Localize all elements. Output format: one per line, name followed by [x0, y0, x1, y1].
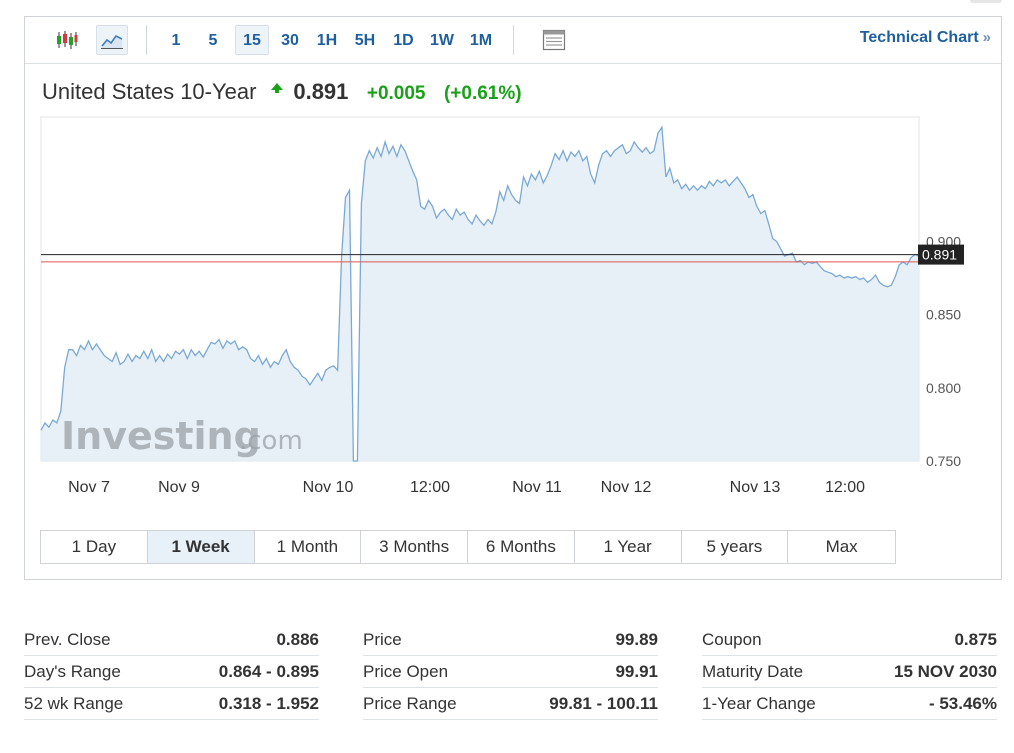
range-6-months[interactable]: 6 Months: [468, 531, 575, 563]
x-tick-label: 12:00: [825, 479, 865, 496]
last-value-label: 0.891: [922, 247, 957, 263]
toolbar-divider: [513, 25, 514, 55]
stat-label: Price Range: [363, 694, 457, 713]
area-chart-icon[interactable]: [96, 25, 128, 55]
x-tick-label: Nov 11: [512, 479, 562, 496]
watermark: Investing: [61, 414, 261, 458]
top-corner-tab: [970, 0, 1002, 3]
toolbar-divider: [146, 25, 147, 55]
x-tick-label: 12:00: [410, 479, 450, 496]
series-line: [40, 125, 920, 462]
stat-row: Price Range 99.81 - 100.11: [363, 688, 658, 720]
last-value-box: [918, 244, 964, 265]
instrument-name: United States 10-Year: [42, 79, 257, 104]
stat-value: 0.886: [276, 630, 319, 649]
stat-value: 99.89: [615, 630, 658, 649]
stat-row: Day's Range 0.864 - 0.895: [24, 656, 319, 688]
interval-1[interactable]: 1: [171, 32, 181, 49]
x-tick-label: Nov 10: [303, 479, 354, 496]
stat-row: Price Open 99.91: [363, 656, 658, 688]
range-1-day[interactable]: 1 Day: [41, 531, 148, 563]
instrument-header: United States 10-Year 0.891 +0.005 (+0.6…: [42, 79, 522, 105]
last-price: 0.891: [293, 79, 349, 104]
y-tick-label: 0.800: [926, 380, 961, 396]
stat-row: Price 99.89: [363, 624, 658, 656]
range-1-year[interactable]: 1 Year: [574, 531, 682, 563]
x-tick-label: Nov 13: [730, 479, 781, 496]
interval-5h[interactable]: 5H: [354, 32, 376, 49]
stat-label: 52 wk Range: [24, 694, 124, 713]
x-tick-label: Nov 7: [68, 479, 110, 496]
stats-column-3: Coupon 0.875 Maturity Date 15 NOV 2030 1…: [702, 624, 997, 720]
stat-row: Coupon 0.875: [702, 624, 997, 656]
range-3-months[interactable]: 3 Months: [361, 531, 468, 563]
stat-label: Day's Range: [24, 662, 121, 681]
stat-label: Prev. Close: [24, 630, 111, 649]
stat-row: 1-Year Change - 53.46%: [702, 688, 997, 720]
technical-chart-label: Technical Chart: [859, 29, 979, 46]
time-range-selector: 1 Day 1 Week 1 Month 3 Months 6 Months 1…: [40, 530, 896, 564]
range-1-month[interactable]: 1 Month: [254, 531, 362, 563]
stat-label: Price: [363, 630, 402, 649]
stat-row: 52 wk Range 0.318 - 1.952: [24, 688, 319, 720]
x-tick-label: Nov 9: [158, 479, 200, 496]
table-view-icon[interactable]: [538, 25, 570, 55]
candlestick-chart-icon[interactable]: [51, 25, 83, 55]
chart-widget: 1 5 15 30 1H 5H 1D 1W 1M Technical Chart…: [24, 16, 1002, 580]
range-5-years[interactable]: 5 years: [681, 531, 789, 563]
stat-value: - 53.46%: [928, 694, 997, 713]
technical-chart-link[interactable]: Technical Chart»: [860, 29, 991, 47]
stat-row: Prev. Close 0.886: [24, 624, 319, 656]
price-change-percent: (+0.61%): [443, 83, 522, 104]
stat-value: 99.91: [615, 662, 658, 681]
stats-column-1: Prev. Close 0.886 Day's Range 0.864 - 0.…: [24, 624, 319, 720]
range-1-week[interactable]: 1 Week: [147, 531, 255, 563]
interval-1w[interactable]: 1W: [430, 32, 454, 49]
stat-label: Price Open: [363, 662, 449, 681]
interval-15[interactable]: 15: [235, 25, 269, 55]
y-tick-label: 0.850: [926, 307, 961, 323]
stat-row: Maturity Date 15 NOV 2030: [702, 656, 997, 688]
stats-column-2: Price 99.89 Price Open 99.91 Price Range…: [363, 624, 658, 720]
up-arrow-icon: [270, 83, 283, 93]
stat-value: 0.864 - 0.895: [218, 662, 319, 681]
stat-label: 1-Year Change: [702, 694, 816, 713]
stat-label: Coupon: [702, 630, 762, 649]
stat-label: Maturity Date: [702, 662, 804, 681]
range-max[interactable]: Max: [788, 531, 895, 563]
stat-value: 99.81 - 100.11: [549, 694, 658, 713]
y-tick-label: 0.750: [926, 453, 961, 469]
double-chevron-icon: »: [982, 29, 991, 46]
interval-5[interactable]: 5: [208, 32, 218, 49]
chart-toolbar: 1 5 15 30 1H 5H 1D 1W 1M Technical Chart…: [25, 17, 1001, 64]
stat-value: 0.318 - 1.952: [218, 694, 319, 713]
interval-1d[interactable]: 1D: [393, 32, 414, 49]
x-tick-label: Nov 12: [601, 479, 652, 496]
price-change: +0.005: [366, 83, 426, 104]
price-chart[interactable]: Investing.com0.9000.8500.8000.7500.891No…: [25, 115, 1001, 520]
stat-value: 15 NOV 2030: [893, 662, 997, 681]
stat-value: 0.875: [954, 630, 997, 649]
series-area: [41, 127, 919, 461]
watermark-suffix: .com: [239, 426, 303, 456]
interval-1h[interactable]: 1H: [316, 32, 338, 49]
interval-30[interactable]: 30: [281, 32, 299, 49]
interval-1m[interactable]: 1M: [469, 32, 493, 49]
